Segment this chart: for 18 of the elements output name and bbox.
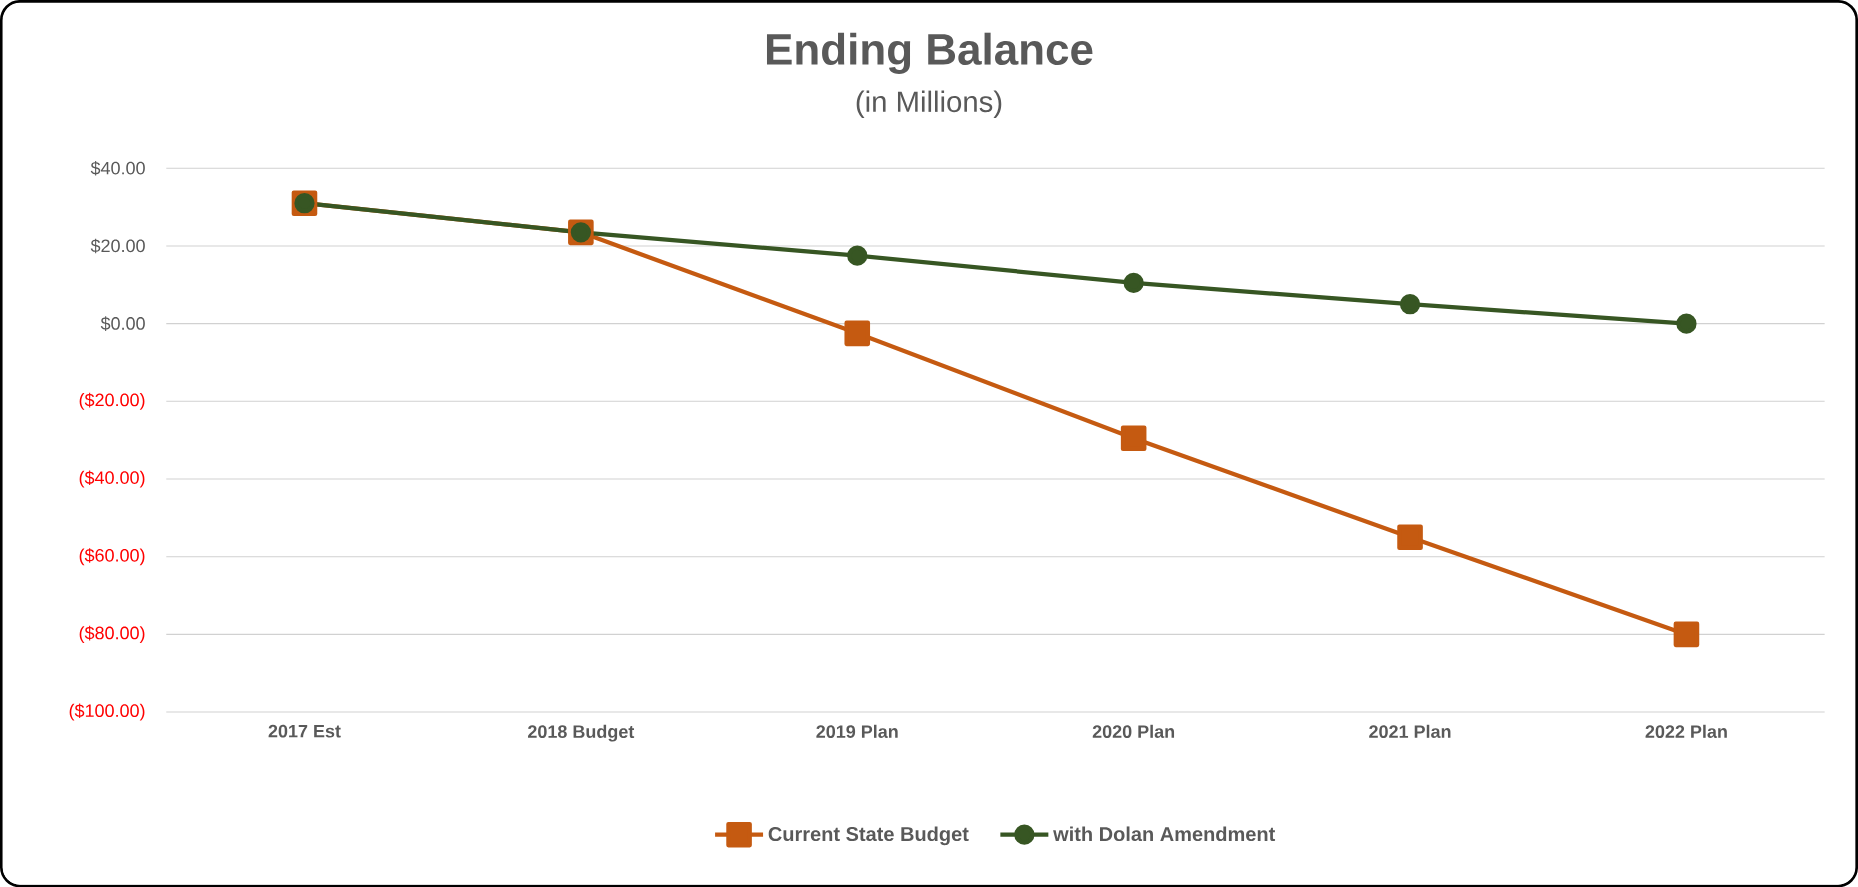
y-tick-label: ($100.00) bbox=[69, 703, 145, 721]
legend-label: with Dolan Amendment bbox=[1053, 826, 1276, 841]
y-tick-label: ($80.00) bbox=[79, 625, 145, 643]
y-tick-label: ($40.00) bbox=[79, 470, 145, 488]
legend-label: Current State Budget bbox=[768, 826, 969, 845]
x-tick-label: 2019 Plan bbox=[816, 724, 898, 738]
y-tick-label: ($20.00) bbox=[79, 392, 145, 410]
chart-title: Ending Balance bbox=[766, 32, 1093, 74]
y-tick-label: $0.00 bbox=[100, 316, 145, 331]
y-tick-label: ($60.00) bbox=[79, 548, 145, 566]
x-tick-label: 2017 Est bbox=[268, 724, 341, 738]
y-tick-label: $40.00 bbox=[90, 160, 145, 176]
x-tick-label: 2020 Plan bbox=[1092, 724, 1175, 738]
y-tick-label: $20.00 bbox=[90, 238, 145, 254]
x-tick-label: 2021 Plan bbox=[1369, 724, 1451, 738]
x-tick-label: 2018 Budget bbox=[528, 724, 635, 742]
chart-subtitle: (in Millions) bbox=[856, 90, 1002, 118]
x-tick-label: 2022 Plan bbox=[1645, 724, 1727, 738]
